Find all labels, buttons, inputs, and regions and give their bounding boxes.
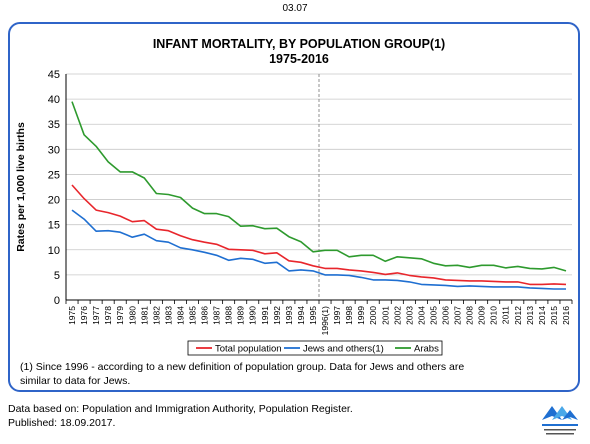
x-tick-label: 2003 — [404, 306, 414, 325]
cbs-logo-icon — [542, 406, 578, 435]
x-tick-label: 1991 — [260, 306, 270, 325]
chart-frame: INFANT MORTALITY, BY POPULATION GROUP(1)… — [8, 22, 580, 392]
y-tick-label: 25 — [48, 169, 60, 181]
y-tick-label: 0 — [54, 295, 60, 307]
x-tick-label: 1981 — [139, 306, 149, 325]
x-tick-label: 1995 — [308, 306, 318, 325]
x-tick-label: 2007 — [453, 306, 463, 325]
series-line-3 — [71, 101, 567, 272]
x-tick-label: 2000 — [368, 306, 378, 325]
x-tick-label: 2009 — [477, 306, 487, 325]
y-tick-label: 15 — [48, 220, 60, 232]
x-tick-label: 1979 — [115, 306, 125, 325]
x-tick-label: 2001 — [380, 306, 390, 325]
x-tick-label: 2006 — [441, 306, 451, 325]
x-tick-label: 1998 — [344, 306, 354, 325]
x-tick-label: 1992 — [272, 306, 282, 325]
x-tick-label: 1997 — [332, 306, 342, 325]
published-line: Published: 18.09.2017. — [8, 417, 116, 429]
x-tick-label: 2012 — [513, 306, 523, 325]
x-tick-label: 1994 — [296, 306, 306, 325]
x-tick-label: 2015 — [549, 306, 559, 325]
chart-title: INFANT MORTALITY, BY POPULATION GROUP(1) — [153, 37, 445, 51]
legend-label-1: Total population — [215, 344, 282, 355]
x-tick-label: 1996(1) — [320, 306, 330, 335]
chart-footnote: (1) Since 1996 - according to a new defi… — [20, 361, 464, 387]
x-tick-label: 1999 — [356, 306, 366, 325]
legend-box — [187, 340, 443, 356]
y-tick-label: 20 — [48, 195, 60, 207]
x-tick-label: 2004 — [416, 306, 426, 325]
x-tick-label: 1976 — [79, 306, 89, 325]
legend-label-3: Arabs — [414, 344, 439, 355]
x-tick-label: 1977 — [91, 306, 101, 325]
x-tick-label: 1982 — [151, 306, 161, 325]
y-tick-label: 30 — [48, 144, 60, 156]
x-tick-label: 1984 — [175, 306, 185, 325]
source-note: Data based on: Population and Immigratio… — [8, 402, 353, 430]
x-tick-label: 1978 — [103, 306, 113, 325]
x-tick-label: 1989 — [236, 306, 246, 325]
y-tick-label: 10 — [48, 245, 60, 257]
page-number: 03.07 — [282, 3, 308, 14]
y-tick-label: 40 — [48, 94, 60, 106]
x-tick-label: 1975 — [67, 306, 77, 325]
x-tick-label: 2014 — [537, 306, 547, 325]
x-tick-label: 1990 — [248, 306, 258, 325]
x-tick-label: 2010 — [489, 306, 499, 325]
x-tick-label: 2016 — [561, 306, 571, 325]
y-tick-label: 35 — [48, 119, 60, 131]
x-tick-label: 1983 — [163, 306, 173, 325]
y-axis-label: Rates per 1,000 live births — [15, 122, 27, 252]
y-tick-label: 45 — [48, 69, 60, 81]
series-line-2 — [71, 209, 566, 290]
x-tick-label: 1986 — [200, 306, 210, 325]
legend-label-2: Jews and others(1) — [303, 344, 384, 355]
series-line-1 — [71, 184, 567, 286]
x-tick-label: 1987 — [212, 306, 222, 325]
y-tick-label: 5 — [54, 270, 60, 282]
x-tick-label: 2011 — [501, 306, 511, 325]
source-line: Data based on: Population and Immigratio… — [8, 403, 353, 415]
x-tick-label: 1988 — [224, 306, 234, 325]
x-tick-label: 1980 — [127, 306, 137, 325]
x-tick-label: 2008 — [465, 306, 475, 325]
x-tick-label: 2013 — [525, 306, 535, 325]
x-tick-label: 2002 — [392, 306, 402, 325]
chart-subtitle: 1975-2016 — [269, 52, 329, 66]
x-tick-label: 1993 — [284, 306, 294, 325]
x-tick-label: 2005 — [428, 306, 438, 325]
infant-mortality-chart: INFANT MORTALITY, BY POPULATION GROUP(1)… — [15, 37, 573, 387]
x-tick-label: 1985 — [188, 306, 198, 325]
